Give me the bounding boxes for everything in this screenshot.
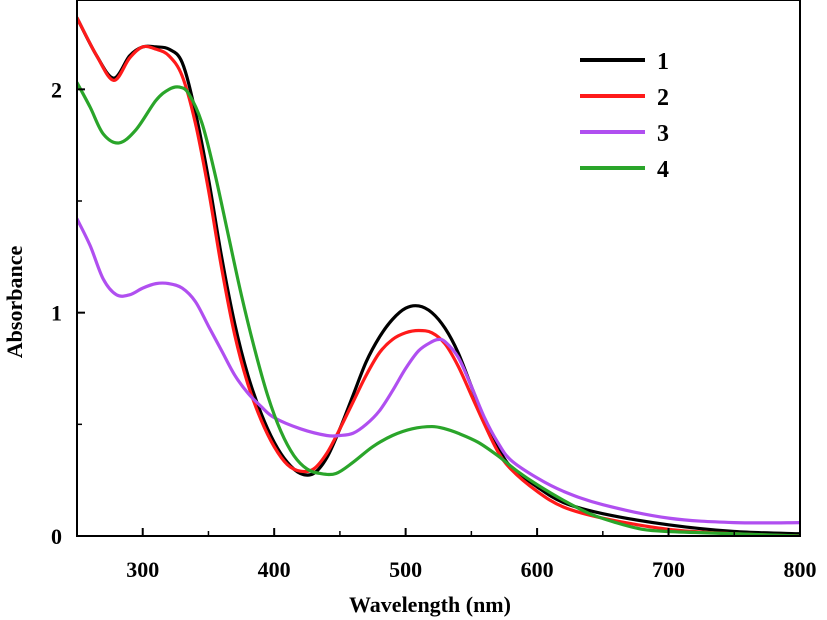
y-axis-title: Absorbance bbox=[2, 246, 27, 359]
series-line-4 bbox=[77, 81, 800, 536]
y-tick-label: 2 bbox=[51, 77, 62, 102]
legend-label: 3 bbox=[657, 121, 669, 147]
legend-label: 1 bbox=[657, 49, 669, 75]
x-axis-ticks: 300 400 500 600 700 800 bbox=[76, 528, 817, 582]
legend-item-2: 2 bbox=[580, 85, 669, 111]
legend-item-3: 3 bbox=[580, 121, 669, 147]
x-tick-label: 800 bbox=[784, 557, 817, 582]
x-tick-label: 300 bbox=[126, 557, 159, 582]
legend-label: 2 bbox=[657, 85, 669, 111]
x-axis-title: Wavelength (nm) bbox=[349, 592, 511, 617]
legend-item-4: 4 bbox=[580, 157, 669, 183]
legend-label: 4 bbox=[657, 157, 669, 183]
legend-item-1: 1 bbox=[580, 49, 669, 75]
series-line-1 bbox=[77, 16, 800, 536]
y-axis-ticks: 0 1 2 bbox=[51, 77, 85, 549]
y-tick-label: 1 bbox=[51, 301, 62, 326]
x-tick-label: 400 bbox=[258, 557, 291, 582]
x-tick-label: 500 bbox=[389, 557, 422, 582]
legend: 1 2 3 4 bbox=[580, 49, 669, 183]
plot-lines bbox=[77, 16, 800, 536]
x-tick-label: 600 bbox=[521, 557, 554, 582]
plot-frame bbox=[76, 0, 801, 537]
series-line-3 bbox=[77, 217, 800, 525]
x-tick-label: 700 bbox=[652, 557, 685, 582]
series-line-2 bbox=[77, 16, 800, 536]
y-tick-label: 0 bbox=[51, 524, 62, 549]
